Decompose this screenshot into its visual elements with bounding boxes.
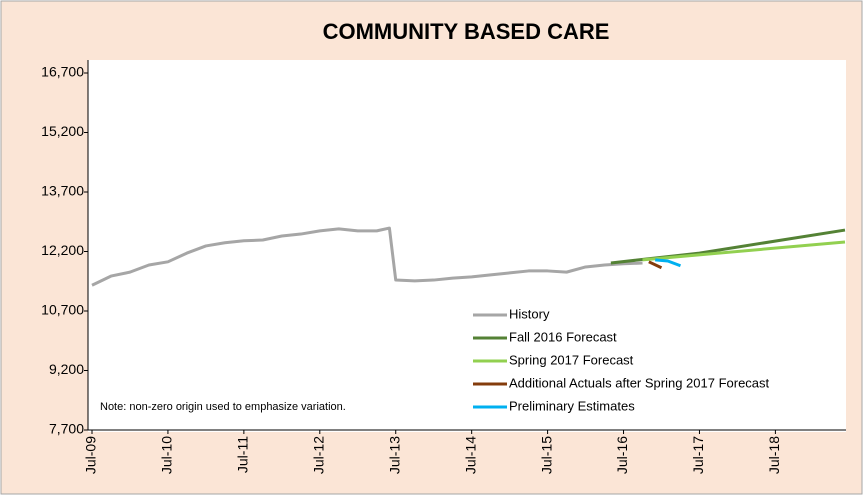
x-tick-label: Jul-13 — [386, 436, 402, 474]
legend-label: Spring 2017 Forecast — [509, 352, 634, 367]
x-tick-label: Jul-14 — [462, 436, 478, 474]
x-tick-label: Jul-11 — [235, 436, 251, 473]
x-tick-label: Jul-15 — [538, 436, 554, 474]
x-tick-label: Jul-09 — [83, 436, 99, 474]
y-tick-label: 9,200 — [49, 361, 84, 377]
series-line — [610, 228, 846, 265]
chart-title: COMMUNITY BASED CARE — [323, 19, 610, 44]
legend-label: Fall 2016 Forecast — [509, 329, 617, 344]
y-tick-label: 16,700 — [41, 64, 84, 80]
y-tick-label: 13,700 — [41, 183, 84, 199]
legend-label: History — [509, 306, 550, 321]
legend-box — [465, 302, 845, 421]
legend-label: Additional Actuals after Spring 2017 For… — [509, 375, 770, 390]
x-tick-label: Jul-12 — [311, 436, 327, 474]
series-line — [642, 240, 846, 262]
series-line — [648, 260, 663, 270]
x-tick-label: Jul-16 — [614, 436, 630, 474]
x-tick-label: Jul-17 — [690, 436, 706, 474]
y-tick-label: 10,700 — [41, 302, 84, 318]
series-line — [655, 258, 682, 268]
y-tick-label: 12,200 — [41, 242, 84, 258]
x-tick-label: Jul-10 — [159, 436, 175, 474]
x-tick-label: Jul-18 — [766, 436, 782, 474]
series-line — [91, 226, 643, 287]
y-tick-label: 15,200 — [41, 123, 84, 139]
legend-label: Preliminary Estimates — [509, 398, 635, 413]
note: Note: non-zero origin used to emphasize … — [100, 401, 346, 413]
y-tick-label: 7,700 — [49, 421, 84, 437]
